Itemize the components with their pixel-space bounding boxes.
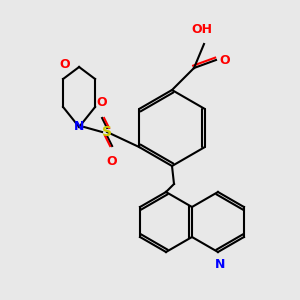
Text: O: O bbox=[219, 55, 230, 68]
Text: O: O bbox=[97, 96, 107, 109]
Text: O: O bbox=[107, 155, 117, 168]
Text: S: S bbox=[102, 125, 112, 139]
Text: N: N bbox=[74, 121, 84, 134]
Text: N: N bbox=[215, 258, 225, 271]
Text: O: O bbox=[60, 58, 70, 71]
Text: OH: OH bbox=[191, 23, 212, 36]
